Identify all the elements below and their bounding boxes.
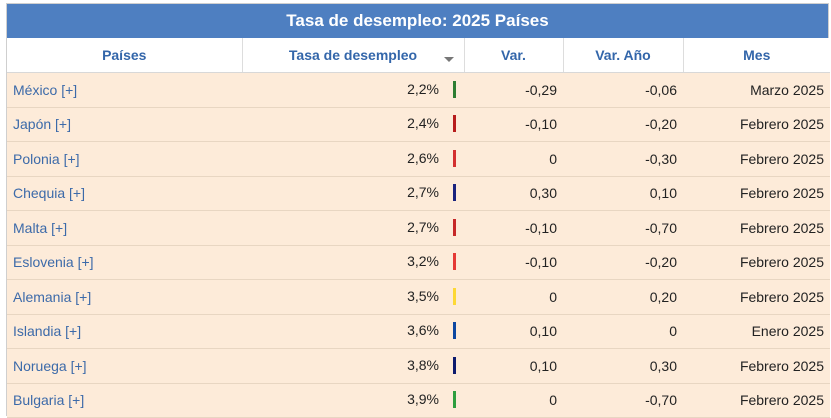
rate-value: 2,7% <box>407 184 439 201</box>
rate-value: 3,9% <box>407 391 439 408</box>
var-value: 0 <box>464 279 563 315</box>
flag-color-bar-icon <box>453 184 456 202</box>
country-link[interactable]: Noruega [+] <box>7 348 242 384</box>
var-value: -0,10 <box>464 244 563 280</box>
var-value: 0 <box>464 141 563 177</box>
rate-value: 2,6% <box>407 149 439 166</box>
var-value: 0 <box>464 382 563 418</box>
table-row: Noruega [+] 3,8% 0,10 0,30 Febrero 2025 <box>7 348 830 384</box>
var-year-value: -0,20 <box>563 106 683 142</box>
rate-cell: 2,2% <box>242 72 464 108</box>
rate-value: 2,2% <box>407 80 439 97</box>
country-link[interactable]: Bulgaria [+] <box>7 382 242 418</box>
var-value: -0,10 <box>464 106 563 142</box>
column-header-country[interactable]: Países <box>7 38 242 73</box>
table-row: Eslovenia [+] 3,2% -0,10 -0,20 Febrero 2025 <box>7 244 830 280</box>
var-year-value: 0,10 <box>563 175 683 211</box>
rate-value: 3,2% <box>407 253 439 270</box>
rate-cell: 3,5% <box>242 279 464 315</box>
rate-cell: 2,4% <box>242 106 464 142</box>
table-row: Alemania [+] 3,5% 0 0,20 Febrero 2025 <box>7 279 830 315</box>
rate-cell: 2,6% <box>242 141 464 177</box>
table-row: Polonia [+] 2,6% 0 -0,30 Febrero 2025 <box>7 141 830 177</box>
country-link[interactable]: Islandia [+] <box>7 313 242 349</box>
table-header-row: Países Tasa de desempleo Var. Var. Año M… <box>7 38 830 73</box>
flag-color-bar-icon <box>453 218 456 236</box>
flag-color-bar-icon <box>453 356 456 374</box>
table-row: México [+] 2,2% -0,29 -0,06 Marzo 2025 <box>7 72 830 108</box>
var-year-value: 0 <box>563 313 683 349</box>
rate-value: 2,4% <box>407 115 439 132</box>
rate-value: 3,5% <box>407 287 439 304</box>
month-value: Febrero 2025 <box>683 210 830 246</box>
var-year-value: -0,70 <box>563 210 683 246</box>
var-year-value: 0,30 <box>563 348 683 384</box>
flag-color-bar-icon <box>453 253 456 271</box>
table-row: Bulgaria [+] 3,9% 0 -0,70 Febrero 2025 <box>7 382 830 418</box>
month-value: Enero 2025 <box>683 313 830 349</box>
rate-cell: 3,6% <box>242 313 464 349</box>
var-year-value: -0,30 <box>563 141 683 177</box>
month-value: Febrero 2025 <box>683 244 830 280</box>
var-value: 0,10 <box>464 348 563 384</box>
month-value: Febrero 2025 <box>683 175 830 211</box>
month-value: Febrero 2025 <box>683 382 830 418</box>
column-header-rate-label: Tasa de desempleo <box>288 47 418 63</box>
sort-descending-icon[interactable] <box>443 57 454 62</box>
month-value: Febrero 2025 <box>683 279 830 315</box>
unemployment-table: Países Tasa de desempleo Var. Var. Año M… <box>7 38 830 418</box>
month-value: Febrero 2025 <box>683 141 830 177</box>
rate-cell: 2,7% <box>242 210 464 246</box>
country-link[interactable]: Polonia [+] <box>7 141 242 177</box>
rate-value: 2,7% <box>407 218 439 235</box>
country-link[interactable]: Alemania [+] <box>7 279 242 315</box>
flag-color-bar-icon <box>453 391 456 409</box>
country-link[interactable]: Malta [+] <box>7 210 242 246</box>
rate-cell: 3,2% <box>242 244 464 280</box>
flag-color-bar-icon <box>453 149 456 167</box>
country-link[interactable]: Japón [+] <box>7 106 242 142</box>
month-value: Marzo 2025 <box>683 72 830 108</box>
var-value: 0,30 <box>464 175 563 211</box>
var-year-value: -0,20 <box>563 244 683 280</box>
rate-cell: 2,7% <box>242 175 464 211</box>
column-header-month[interactable]: Mes <box>682 38 830 73</box>
var-value: -0,29 <box>464 72 563 108</box>
table-row: Chequia [+] 2,7% 0,30 0,10 Febrero 2025 <box>7 175 830 211</box>
var-year-value: -0,06 <box>563 72 683 108</box>
flag-color-bar-icon <box>453 322 456 340</box>
rate-value: 3,8% <box>407 356 439 373</box>
rate-value: 3,6% <box>407 322 439 339</box>
country-link[interactable]: Chequia [+] <box>7 175 242 211</box>
flag-color-bar-icon <box>453 80 456 98</box>
column-header-var-year[interactable]: Var. Año <box>562 38 683 73</box>
var-value: -0,10 <box>464 210 563 246</box>
rate-cell: 3,9% <box>242 382 464 418</box>
rate-cell: 3,8% <box>242 348 464 384</box>
table-row: Japón [+] 2,4% -0,10 -0,20 Febrero 2025 <box>7 106 830 142</box>
country-link[interactable]: Eslovenia [+] <box>7 244 242 280</box>
column-header-rate[interactable]: Tasa de desempleo <box>241 38 464 73</box>
var-value: 0,10 <box>464 313 563 349</box>
table-row: Islandia [+] 3,6% 0,10 0 Enero 2025 <box>7 313 830 349</box>
unemployment-widget: Tasa de desempleo: 2025 Países Países Ta… <box>6 3 830 418</box>
var-year-value: -0,70 <box>563 382 683 418</box>
var-year-value: 0,20 <box>563 279 683 315</box>
flag-color-bar-icon <box>453 115 456 133</box>
country-link[interactable]: México [+] <box>7 72 242 108</box>
table-row: Malta [+] 2,7% -0,10 -0,70 Febrero 2025 <box>7 210 830 246</box>
flag-color-bar-icon <box>453 287 456 305</box>
month-value: Febrero 2025 <box>683 106 830 142</box>
widget-title: Tasa de desempleo: 2025 Países <box>7 4 828 38</box>
month-value: Febrero 2025 <box>683 348 830 384</box>
column-header-var[interactable]: Var. <box>463 38 563 73</box>
